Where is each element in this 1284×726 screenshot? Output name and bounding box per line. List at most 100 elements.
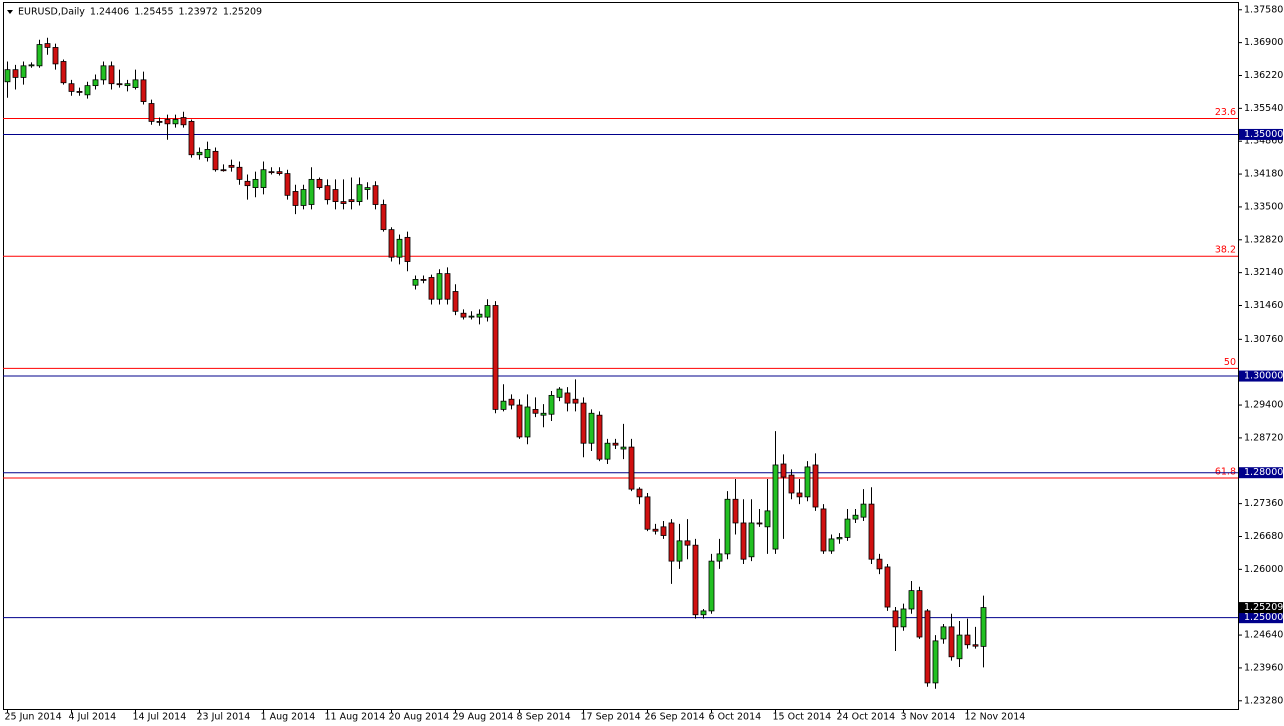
- candle-body: [620, 446, 627, 450]
- candle-body: [388, 229, 395, 258]
- candle-body: [140, 79, 147, 102]
- y-tick-label: 1.36220: [1244, 70, 1283, 81]
- candle-body: [236, 166, 243, 180]
- candle-body: [500, 400, 507, 410]
- x-tick-label: 14 Jul 2014: [133, 712, 187, 723]
- y-tick-label: 1.32820: [1244, 234, 1283, 245]
- candle-body: [60, 61, 67, 84]
- candle-body: [540, 412, 547, 416]
- candle-body: [676, 540, 683, 562]
- x-tick-label: 1 Aug 2014: [261, 712, 316, 723]
- candle-body: [436, 273, 443, 300]
- candle-body: [652, 528, 659, 532]
- y-tick-label: 1.31460: [1244, 300, 1283, 311]
- candle-body: [28, 64, 35, 67]
- candle-body: [796, 492, 803, 498]
- y-tick-label: 1.37580: [1244, 4, 1283, 15]
- candle-body: [252, 178, 259, 188]
- y-tick-label: 1.24640: [1244, 630, 1283, 641]
- candle-body: [596, 414, 603, 460]
- candle-body: [108, 65, 115, 85]
- candle-body: [180, 117, 187, 126]
- y-tick-label: 1.32140: [1244, 267, 1283, 278]
- candle-body: [820, 508, 827, 552]
- candle-body: [580, 402, 587, 444]
- candle-body: [628, 446, 635, 490]
- level-label: 1.35000: [1244, 129, 1283, 140]
- y-tick-label: 1.28720: [1244, 432, 1283, 443]
- candle-body: [980, 607, 987, 647]
- header-open: 1.24406: [90, 7, 129, 18]
- level-box: [1239, 467, 1283, 479]
- y-tick-label: 1.36900: [1244, 37, 1283, 48]
- candle-body: [124, 83, 131, 87]
- candle-body: [156, 120, 163, 123]
- y-tick-label: 1.29400: [1244, 400, 1283, 411]
- candle-body: [244, 180, 251, 187]
- candle-body: [316, 178, 323, 188]
- candle-body: [908, 590, 915, 610]
- level-box: [1239, 612, 1283, 624]
- candle-body: [300, 189, 307, 206]
- candle-body: [732, 498, 739, 524]
- candle-body: [188, 120, 195, 156]
- candle-body: [884, 566, 891, 608]
- candle-body: [660, 526, 667, 536]
- fibo-label: 38.2: [1215, 245, 1236, 256]
- candle-body: [852, 514, 859, 520]
- candle-body: [356, 184, 363, 203]
- candle-body: [196, 151, 203, 156]
- candle-body: [212, 150, 219, 171]
- candle-body: [164, 119, 171, 125]
- candle-body: [68, 83, 75, 92]
- candle-body: [52, 47, 59, 65]
- y-tick-label: 1.33500: [1244, 201, 1283, 212]
- candle-body: [84, 85, 91, 96]
- candle-body: [396, 238, 403, 258]
- menu-arrow: [7, 10, 13, 14]
- candle-body: [292, 191, 299, 206]
- candle-body: [36, 44, 43, 67]
- y-tick-label: 1.34180: [1244, 169, 1283, 180]
- candle-body: [364, 187, 371, 190]
- x-tick-label: 12 Nov 2014: [965, 712, 1026, 723]
- candle-body: [564, 392, 571, 404]
- candle-body: [444, 273, 451, 300]
- candle-body: [228, 164, 235, 168]
- level-label: 1.28000: [1244, 467, 1283, 478]
- candle-body: [12, 69, 19, 78]
- candle-body: [404, 236, 411, 262]
- candle-body: [548, 394, 555, 415]
- candle-body: [284, 173, 291, 196]
- candle-body: [76, 91, 83, 93]
- candle-body: [508, 398, 515, 406]
- candle-body: [604, 442, 611, 460]
- fibo-label: 23.6: [1215, 107, 1236, 118]
- candle-body: [148, 103, 155, 122]
- level-label: 1.30000: [1244, 371, 1283, 382]
- candle-body: [716, 553, 723, 562]
- candle-body: [948, 626, 955, 658]
- fibo-label: 50: [1224, 357, 1236, 368]
- header-high: 1.25455: [134, 7, 173, 18]
- x-tick-label: 17 Sep 2014: [581, 712, 641, 723]
- candle-body: [132, 79, 139, 88]
- x-tick-label: 15 Oct 2014: [773, 712, 832, 723]
- candle-body: [916, 590, 923, 638]
- x-tick-label: 3 Nov 2014: [901, 712, 956, 723]
- y-tick-label: 1.27360: [1244, 498, 1283, 509]
- x-tick-label: 8 Sep 2014: [517, 712, 571, 723]
- x-tick-label: 11 Aug 2014: [325, 712, 386, 723]
- candle-body: [324, 185, 331, 201]
- x-tick-label: 25 Jun 2014: [5, 712, 62, 723]
- candle-body: [780, 463, 787, 478]
- candle-body: [892, 610, 899, 628]
- candle-body: [860, 503, 867, 518]
- candle-body: [868, 503, 875, 560]
- x-tick-label: 4 Jul 2014: [69, 712, 117, 723]
- header-close: 1.25209: [223, 7, 262, 18]
- candle-body: [532, 408, 539, 414]
- candle-body: [684, 540, 691, 546]
